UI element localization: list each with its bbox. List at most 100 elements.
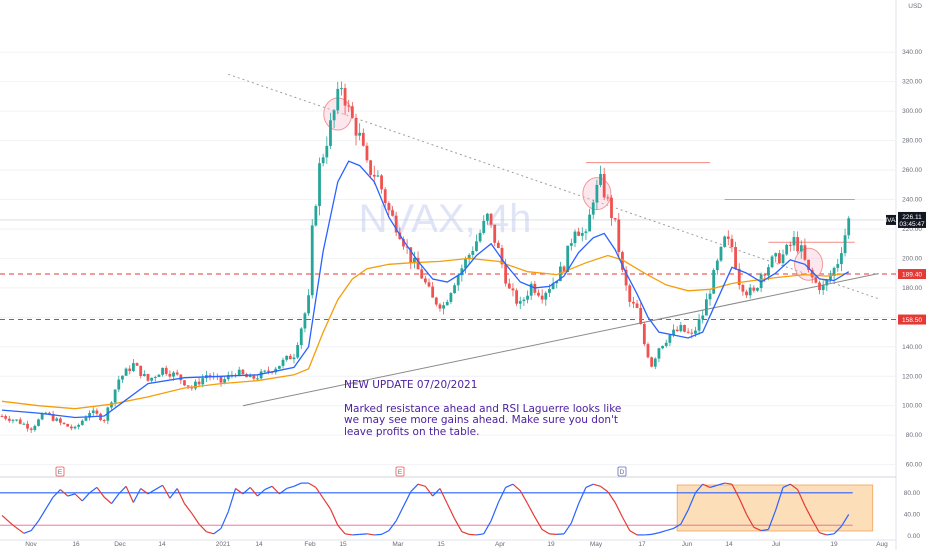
candle-body bbox=[814, 277, 818, 283]
candle-body bbox=[33, 425, 37, 430]
candle-body bbox=[84, 417, 88, 421]
candle-body bbox=[420, 269, 424, 279]
candle-body bbox=[332, 110, 336, 121]
candle-body bbox=[307, 295, 310, 314]
rsi-segment bbox=[563, 522, 572, 535]
chart-annotation[interactable]: NEW UPDATE 07/20/2021 Marked resistance … bbox=[344, 379, 634, 438]
time-tick-label: 19 bbox=[830, 541, 838, 548]
candle-body bbox=[526, 295, 529, 300]
candle-body bbox=[267, 370, 270, 372]
candle-body bbox=[237, 369, 241, 376]
rsi-segment bbox=[235, 487, 244, 495]
candle-body bbox=[569, 243, 573, 246]
time-tick-label: 17 bbox=[638, 541, 646, 548]
rsi-segment bbox=[67, 493, 76, 497]
candle-body bbox=[434, 297, 438, 305]
candle-body bbox=[573, 231, 577, 244]
rsi-segment bbox=[797, 489, 806, 507]
rsi-segment bbox=[840, 514, 850, 527]
time-tick-label: Aug bbox=[876, 541, 888, 548]
candle-body bbox=[11, 419, 15, 421]
candle-body bbox=[153, 376, 157, 378]
price-tick-label: 220.00 bbox=[902, 226, 922, 233]
price-tick-label: 200.00 bbox=[902, 255, 922, 262]
time-tick-label: Nov bbox=[25, 541, 37, 548]
candle-body bbox=[219, 376, 223, 383]
rsi-segment bbox=[308, 482, 317, 488]
trendlines bbox=[228, 73, 879, 407]
rsi-segment bbox=[424, 485, 434, 497]
candle-body bbox=[737, 268, 741, 286]
rsi-segment bbox=[37, 508, 47, 522]
rsi-segment bbox=[329, 508, 339, 526]
candle-body bbox=[175, 372, 179, 375]
rsi-segment bbox=[549, 533, 557, 535]
time-tick-label: Jun bbox=[682, 541, 693, 548]
candle-body bbox=[4, 416, 8, 419]
rsi-segment bbox=[717, 482, 725, 486]
candle-body bbox=[785, 244, 789, 255]
moving-averages bbox=[1, 160, 850, 419]
candle-body bbox=[551, 283, 555, 290]
candle-body bbox=[358, 132, 362, 136]
candle-body bbox=[343, 88, 347, 106]
rsi-segment bbox=[162, 484, 171, 499]
candle-body bbox=[427, 282, 431, 287]
rsi-segment bbox=[600, 485, 609, 493]
candle-body bbox=[139, 365, 143, 376]
price-tick-label: 260.00 bbox=[902, 167, 922, 174]
candle-body bbox=[672, 329, 675, 335]
candle-body bbox=[628, 285, 632, 302]
rsi-segment bbox=[374, 533, 382, 536]
candle-body bbox=[376, 175, 380, 177]
candle-body bbox=[712, 270, 716, 294]
rsi-segment bbox=[293, 482, 302, 487]
candle-body bbox=[179, 374, 183, 381]
rsi-segment bbox=[578, 487, 587, 504]
candle-body bbox=[832, 267, 836, 277]
candle-body bbox=[161, 367, 164, 375]
candle-body bbox=[77, 424, 81, 427]
event-marker-label: E bbox=[58, 469, 63, 476]
rsi-segment bbox=[673, 523, 682, 529]
candle-body bbox=[467, 254, 471, 260]
candle-body bbox=[310, 225, 314, 296]
candle-body bbox=[562, 266, 566, 273]
rsi-segment bbox=[782, 483, 791, 488]
candle-body bbox=[544, 292, 548, 300]
candle-body bbox=[500, 247, 504, 265]
rsi-segment bbox=[570, 503, 580, 524]
time-tick-label: 19 bbox=[547, 541, 555, 548]
resistance-highlight-circles bbox=[323, 97, 824, 281]
candle-body bbox=[354, 117, 358, 136]
level-badge-label: 189.40 bbox=[902, 272, 922, 279]
rsi-segment bbox=[147, 489, 156, 495]
candle-body bbox=[818, 282, 821, 290]
candle-body bbox=[135, 363, 139, 366]
candle-body bbox=[748, 287, 752, 296]
rsi-segment bbox=[315, 487, 324, 499]
ema-fast-line bbox=[1, 160, 850, 419]
candle-body bbox=[489, 213, 493, 225]
rsi-tick-label: 80.00 bbox=[904, 490, 921, 497]
candle-body bbox=[741, 285, 745, 292]
time-axis: Nov 16 Dec 14 2021 14 Feb 15 Mar 15 Apr 19 May 17 Jun 1… bbox=[25, 541, 888, 548]
candle-body bbox=[683, 324, 686, 332]
rsi-segment bbox=[169, 488, 178, 499]
candle-body bbox=[55, 418, 59, 421]
symbol-tag-label: NVAX bbox=[882, 217, 900, 224]
rsi-segment bbox=[651, 532, 660, 535]
price-tick-label: 100.00 bbox=[902, 403, 922, 410]
candle-body bbox=[456, 275, 460, 286]
candle-body bbox=[150, 377, 154, 381]
annotation-body: Marked resistance ahead and RSI Laguerre… bbox=[344, 402, 622, 438]
rsi-segment bbox=[761, 528, 769, 532]
candle-body bbox=[642, 323, 646, 345]
rsi-segment bbox=[81, 492, 91, 502]
candle-body bbox=[690, 332, 694, 334]
candle-body bbox=[394, 215, 398, 233]
candle-body bbox=[843, 235, 847, 254]
rsi-segment bbox=[709, 484, 718, 488]
